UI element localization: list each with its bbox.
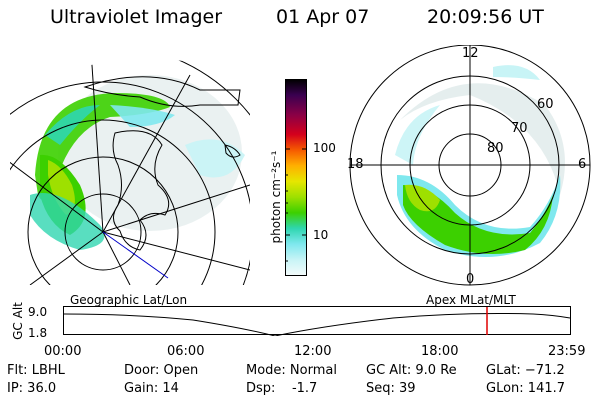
- timeline-xtick-2359: 23:59: [548, 344, 586, 359]
- info-dsp: Dsp: -1.7: [246, 381, 318, 396]
- image-time: 20:09:56 UT: [427, 6, 544, 28]
- altitude-timeline: [63, 306, 571, 336]
- mlt-label-6: 6: [578, 157, 587, 172]
- timeline-xtick-1800: 18:00: [421, 344, 459, 359]
- timeline-ytick-1-8: 1.8: [28, 326, 48, 340]
- magnetic-polar-map: [349, 45, 591, 286]
- magnetic-map-label: Apex MLat/MLT: [426, 293, 516, 307]
- mlat-label-60: 60: [537, 97, 554, 112]
- colorbar-unit-label: photon cm⁻²s⁻¹: [269, 150, 283, 244]
- info-gc-alt: GC Alt: 9.0 Re: [366, 363, 457, 378]
- timeline-xtick-0000: 00:00: [44, 344, 82, 359]
- info-door: Door: Open: [124, 363, 199, 378]
- info-glat: GLat: −71.2: [486, 363, 565, 378]
- mlt-label-0: 0: [466, 272, 475, 287]
- info-filter: Flt: LBHL: [7, 363, 65, 378]
- timeline-xtick-0600: 06:00: [167, 344, 205, 359]
- mlt-label-12: 12: [462, 46, 479, 61]
- geographic-map: [10, 59, 250, 285]
- mlat-label-70: 70: [511, 121, 528, 136]
- colorbar-tick-10: 10: [313, 228, 329, 242]
- timeline-ylabel: GC Alt: [11, 302, 25, 340]
- info-glon: GLon: 141.7: [486, 381, 566, 396]
- image-date: 01 Apr 07: [276, 6, 370, 28]
- colorbar: [285, 79, 307, 276]
- info-gain: Gain: 14: [124, 381, 179, 396]
- info-mode: Mode: Normal: [246, 363, 337, 378]
- info-ip: IP: 36.0: [7, 381, 57, 396]
- mlt-label-18: 18: [347, 157, 364, 172]
- instrument-title: Ultraviolet Imager: [50, 6, 223, 28]
- timeline-ytick-9: 9.0: [28, 305, 48, 319]
- timeline-xtick-1200: 12:00: [294, 344, 332, 359]
- colorbar-tick-100: 100: [313, 141, 336, 155]
- mlat-label-80: 80: [487, 141, 504, 156]
- geographic-map-label: Geographic Lat/Lon: [70, 293, 188, 307]
- info-seq: Seq: 39: [366, 381, 416, 396]
